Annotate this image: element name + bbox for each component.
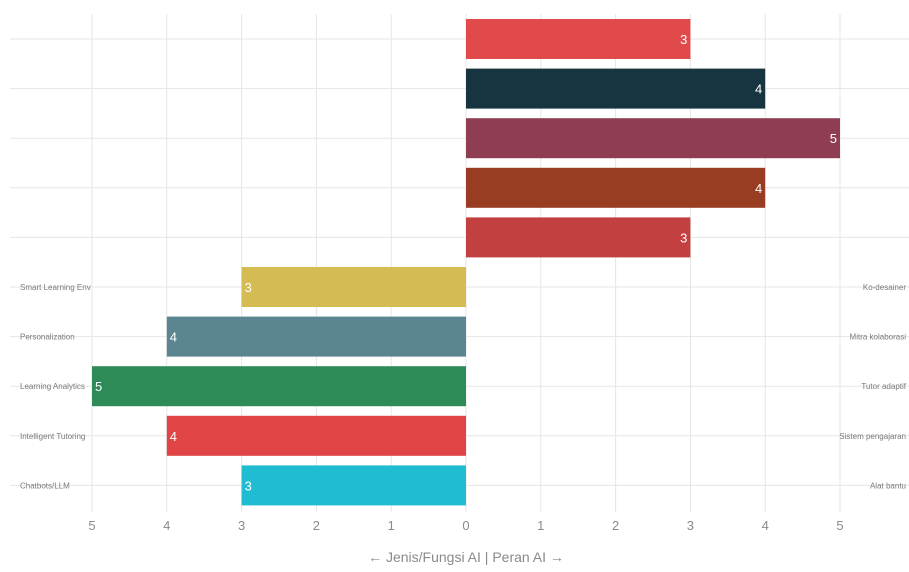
bar-value-label: 3 — [245, 478, 252, 493]
left-category-label: Intelligent Tutoring — [20, 432, 85, 441]
bar-right — [466, 68, 766, 109]
x-tick-label: 2 — [313, 518, 320, 533]
bar-value-label: 3 — [245, 280, 252, 295]
left-category-label: Personalization — [20, 333, 75, 342]
x-tick-label: 3 — [687, 518, 694, 533]
bars — [92, 19, 840, 506]
x-tick-label: 2 — [612, 518, 619, 533]
x-tick-label: 4 — [762, 518, 769, 533]
bar-value-label: 5 — [830, 131, 837, 146]
bar-left — [166, 415, 467, 456]
x-tick-label: 0 — [462, 518, 469, 533]
right-category-label: Alat bantu — [870, 481, 906, 490]
bar-value-label: 5 — [95, 379, 102, 394]
value-labels: 3 4 5 4 3 3 4 5 4 3 — [95, 32, 837, 493]
bar-value-label: 4 — [755, 181, 762, 196]
bar-right — [466, 217, 691, 258]
bar-left — [166, 316, 467, 357]
left-category-label: Learning Analytics — [20, 382, 85, 391]
x-tick-label: 1 — [537, 518, 544, 533]
bar-value-label: 3 — [680, 230, 687, 245]
right-category-label: Mitra kolaborasi — [850, 333, 907, 342]
bar-value-label: 4 — [170, 429, 177, 444]
bar-value-label: 4 — [170, 330, 177, 345]
x-tick-label: 4 — [163, 518, 170, 533]
bar-right — [466, 19, 691, 59]
bar-left — [241, 465, 466, 506]
x-tick-label: 5 — [88, 518, 95, 533]
x-axis-title: ← Jenis/Fungsi AI | Peran AI → — [368, 549, 564, 565]
right-category-label: Tutor adaptif — [861, 382, 906, 391]
x-tick-label: 1 — [388, 518, 395, 533]
left-category-label: Chatbots/LLM — [20, 481, 70, 490]
right-category-label: Ko-desainer — [863, 283, 906, 292]
bar-right — [466, 118, 840, 159]
x-tick-label: 3 — [238, 518, 245, 533]
x-tick-label: 5 — [836, 518, 843, 533]
bar-left — [92, 366, 466, 407]
right-category-label: Sistem pengajaran — [839, 432, 906, 441]
bar-value-label: 3 — [680, 32, 687, 47]
category-labels: Smart Learning Env Ko-desainer Personaliza… — [20, 283, 907, 490]
bar-right — [466, 167, 766, 208]
bar-value-label: 4 — [755, 82, 762, 97]
left-category-label: Smart Learning Env — [20, 283, 91, 292]
x-tick-labels: 5 4 3 2 1 0 1 2 3 4 5 — [88, 518, 843, 533]
bar-left — [241, 267, 466, 307]
